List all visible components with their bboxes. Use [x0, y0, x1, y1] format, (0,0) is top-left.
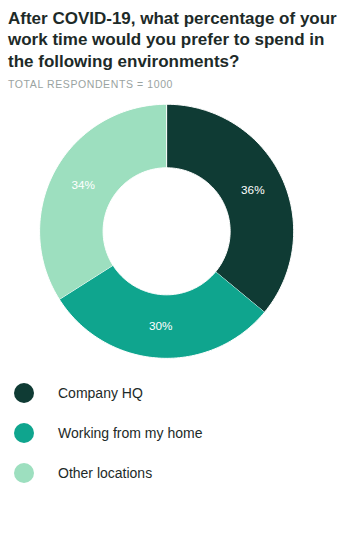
html-text:Working from my home: Working from my home — [58, 425, 203, 442]
html-text:Company HQ: Company HQ — [58, 385, 143, 402]
svg-text:30%: 30% — [149, 319, 172, 332]
html-text:TOTAL RESPONDENTS = 1000: TOTAL RESPONDENTS = 1000 — [8, 77, 174, 90]
svg-text:34%: 34% — [71, 178, 94, 191]
svg-text:36%: 36% — [241, 183, 264, 196]
html-text:Other locations: Other locations — [58, 465, 153, 482]
html-text:After COVID-19, what percentag: After COVID-19, what percentage of your … — [8, 9, 337, 71]
